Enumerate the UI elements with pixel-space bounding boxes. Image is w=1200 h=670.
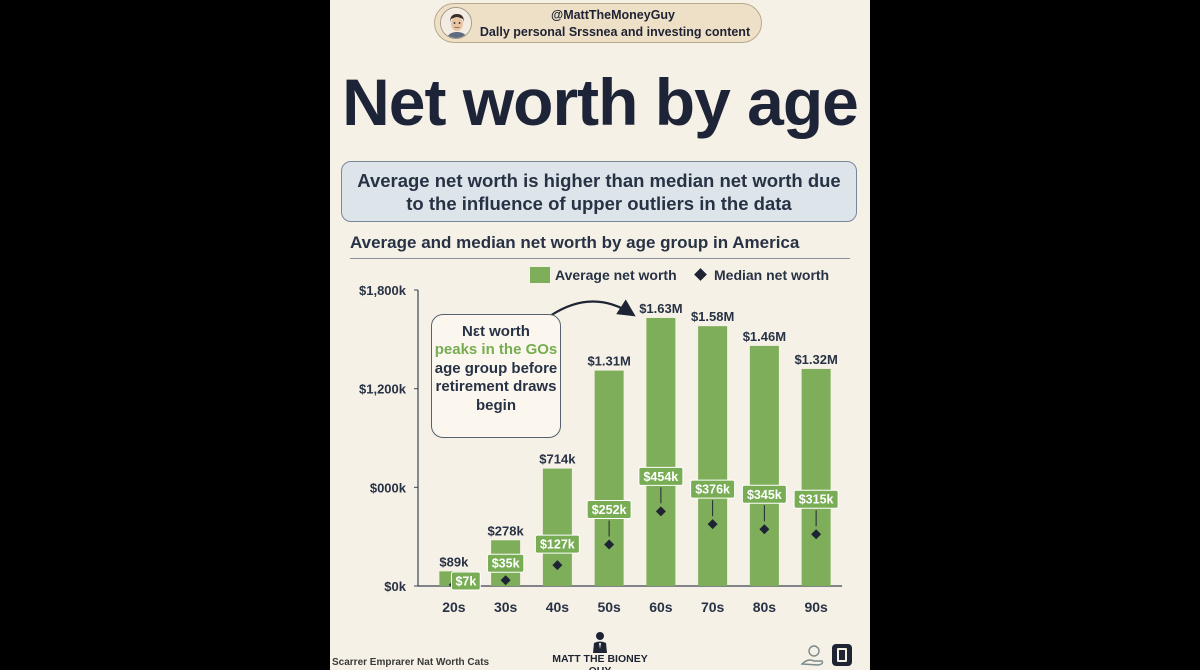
x-tick-label: 60s <box>649 599 673 615</box>
x-tick-label: 40s <box>546 599 570 615</box>
chart-title: Average and median net worth by age grou… <box>350 233 800 252</box>
median-marker <box>500 575 511 586</box>
x-tick-label: 70s <box>701 599 725 615</box>
median-value-label: $345k <box>747 488 782 502</box>
footer-icons <box>800 644 852 666</box>
creator-badge[interactable]: @MattTheMoneyGuy Dally personal Srssnea … <box>434 3 762 43</box>
average-value-label: $1.58M <box>691 309 734 324</box>
average-value-label: $714k <box>539 452 576 467</box>
median-label-chip <box>450 571 481 591</box>
average-bar <box>801 368 831 586</box>
average-bar <box>646 317 676 586</box>
median-value-label: $127k <box>540 538 575 552</box>
median-marker <box>707 519 718 530</box>
avatar-icon <box>440 7 472 39</box>
median-value-label: $35k <box>492 557 520 571</box>
x-tick-label: 30s <box>494 599 518 615</box>
median-marker <box>811 529 822 540</box>
y-tick-label: $000k <box>370 480 407 495</box>
median-value-label: $252k <box>592 503 627 517</box>
median-label-chip <box>793 489 839 509</box>
x-tick-label: 90s <box>804 599 828 615</box>
page-title: Net worth by age <box>342 65 859 139</box>
bar-chart: $0k $000k $1,200k $1,800k 20s $89k $7k 30s $278… <box>359 283 842 615</box>
average-value-label: $278k <box>488 523 525 538</box>
legend-average-swatch <box>530 267 550 283</box>
legend-median-marker <box>694 268 707 281</box>
subtitle-text: Average net worth is higher than median … <box>357 169 841 214</box>
legend-average-label: Average net worth <box>555 267 677 283</box>
average-value-label: $1.31M <box>587 354 630 369</box>
median-label-chip <box>638 466 684 486</box>
x-tick-label: 50s <box>597 599 621 615</box>
creator-tagline: Dally personal Srssnea and investing con… <box>479 25 751 39</box>
average-bar <box>749 345 779 586</box>
average-value-label: $1.32M <box>794 352 837 367</box>
average-bar <box>698 326 728 586</box>
median-value-label: $7k <box>455 575 476 589</box>
median-label-chip <box>586 500 632 520</box>
y-tick-label: $1,200k <box>359 382 407 397</box>
average-value-label: $1.63M <box>639 301 682 316</box>
creator-handle: @MattTheMoneyGuy <box>551 8 675 22</box>
footer-brand: MATT THE BIONEY QUY <box>552 653 648 670</box>
x-tick-label: 20s <box>442 599 466 615</box>
median-label-chip <box>534 534 580 554</box>
subtitle-box: Average net worth is higher than median … <box>341 161 857 222</box>
median-marker <box>655 506 666 517</box>
average-value-label: $89k <box>439 554 469 569</box>
footer-source: Scarrer Emprarer Nat Worth Cats <box>332 657 490 668</box>
legend-median-label: Median net worth <box>714 267 830 283</box>
median-label-chip <box>690 479 736 499</box>
chart-title-divider <box>350 258 850 259</box>
infographic-card: @MattTheMoneyGuy Dally personal Srssnea … <box>330 0 870 670</box>
callout-line1: Nεt worth <box>462 323 530 340</box>
median-marker <box>604 539 615 550</box>
person-icon <box>593 632 607 653</box>
phone-icon <box>832 644 852 666</box>
median-label-chip <box>741 484 787 504</box>
callout-arrow <box>549 299 636 317</box>
hand-coin-icon <box>800 645 824 666</box>
data-labels: 20s $89k $7k 30s $278k $35k 40s $714k $127k 50s $1… <box>439 301 839 615</box>
median-value-label: $376k <box>695 483 730 497</box>
callout-box: Nεt worth peaks in the GOs age group bef… <box>431 314 561 438</box>
median-marker <box>759 524 770 535</box>
median-label-chip <box>486 553 525 573</box>
y-tick-label: $1,800k <box>359 283 407 298</box>
average-value-label: $1.46M <box>743 329 786 344</box>
average-bar <box>594 370 624 586</box>
median-marker <box>552 560 563 571</box>
callout-highlight: peaks in the GOs <box>434 341 558 359</box>
x-tick-label: 80s <box>753 599 777 615</box>
callout-rest: age group before retirement draws begin <box>434 359 558 414</box>
y-tick-label: $0k <box>384 579 406 594</box>
median-value-label: $454k <box>643 470 678 484</box>
median-value-label: $315k <box>799 493 834 507</box>
